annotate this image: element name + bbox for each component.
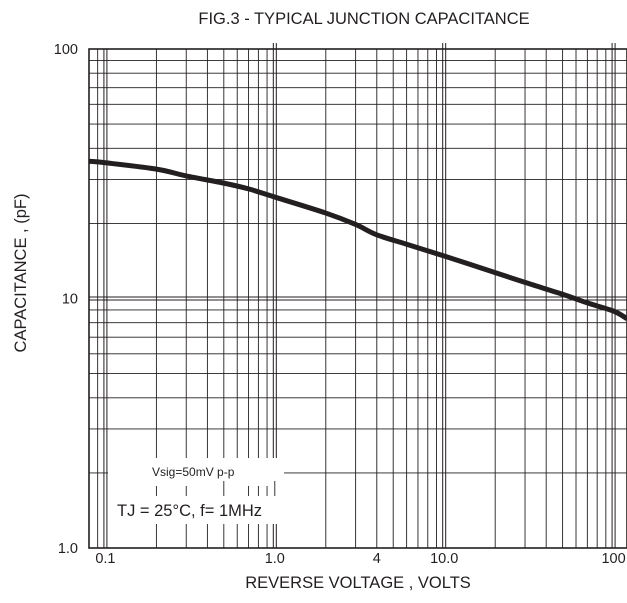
data-point — [406, 243, 408, 245]
chart-title: FIG.3 - TYPICAL JUNCTION CAPACITANCE — [198, 10, 529, 28]
data-point — [524, 281, 526, 284]
x-tick-labels: 0.1 1.0 4 10.0 100 — [95, 551, 625, 567]
x-tick-label: 100 — [601, 551, 625, 567]
grid-minor — [89, 49, 627, 548]
data-point — [155, 168, 158, 170]
y-tick-label: 10 — [62, 292, 78, 308]
data-point — [355, 223, 357, 226]
annotation-tj-freq: TJ = 25°C, f= 1MHz — [117, 502, 262, 520]
x-tick-label: 10.0 — [430, 551, 458, 567]
data-point — [247, 188, 250, 190]
annotation-tick-marks — [155, 481, 276, 496]
x-tick-label: 0.1 — [95, 551, 115, 567]
data-point — [274, 196, 276, 198]
data-point — [376, 234, 378, 236]
data-point — [561, 293, 564, 295]
x-axis-label: REVERSE VOLTAGE , VOLTS — [245, 574, 471, 592]
y-tick-labels: 1.0 10 100 — [54, 42, 78, 557]
data-point — [223, 182, 225, 184]
plot-frame — [88, 48, 627, 549]
data-point — [586, 302, 588, 304]
data-point — [443, 255, 445, 257]
series-line-0 — [88, 158, 627, 321]
annotation-box — [108, 458, 284, 524]
data-point — [494, 272, 496, 274]
series-layer — [88, 158, 627, 321]
data-point — [88, 160, 90, 162]
annotation-layer: Vsig=50mV p-p TJ = 25°C, f= 1MHz — [108, 458, 284, 524]
y-tick-label: 1.0 — [58, 541, 78, 557]
y-axis-label: CAPACITANCE , (pF) — [12, 194, 30, 353]
y-tick-label: 100 — [54, 42, 78, 58]
data-point — [185, 175, 187, 177]
x-tick-label: 1.0 — [265, 551, 285, 567]
data-point — [612, 310, 615, 312]
data-point — [104, 162, 107, 164]
annotation-vsig: Vsig=50mV p-p — [152, 465, 235, 479]
x-tick-label: 4 — [373, 551, 381, 567]
data-point — [325, 212, 327, 214]
